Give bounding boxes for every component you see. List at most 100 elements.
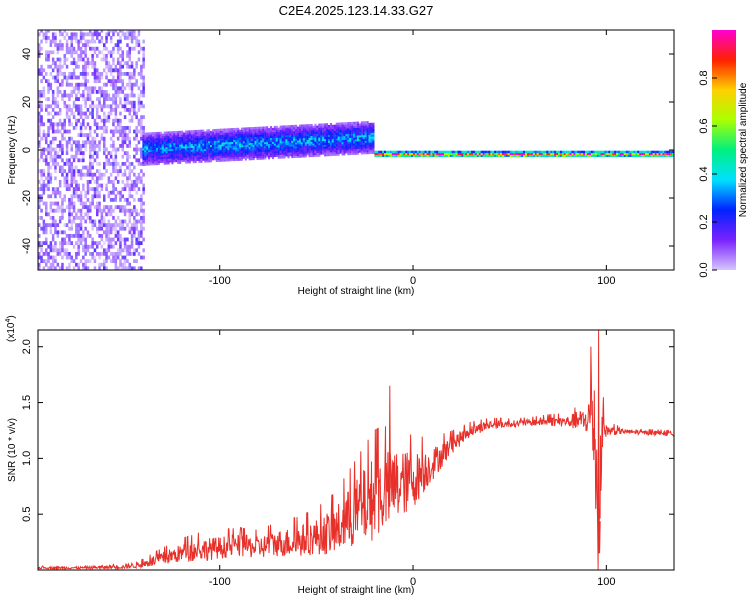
heatmap-cell [254, 146, 257, 149]
heatmap-cell [130, 64, 134, 69]
heatmap-cell [341, 137, 344, 141]
heatmap-cell [142, 151, 145, 155]
heatmap-cell [229, 158, 232, 162]
heatmap-cell [167, 162, 170, 165]
heatmap-cell [248, 156, 251, 159]
heatmap-cell [137, 176, 141, 181]
heatmap-cell [188, 155, 191, 158]
heatmap-cell [103, 162, 106, 166]
heatmap-cell [326, 142, 329, 145]
heatmap-cell [341, 151, 344, 154]
heatmap-cell [223, 140, 226, 143]
heatmap-cell [300, 151, 303, 154]
heatmap-cell [142, 140, 145, 143]
heatmap-cell [469, 154, 472, 157]
heatmap-cell [56, 230, 60, 235]
heatmap-cell [107, 118, 111, 123]
heatmap-cell [221, 132, 224, 135]
heatmap-cell [239, 146, 242, 150]
heatmap-cell [121, 104, 124, 109]
heatmap-cell [61, 133, 64, 137]
heatmap-cell [424, 154, 427, 157]
heatmap-cell [604, 152, 607, 155]
heatmap-cell [84, 226, 87, 231]
heatmap-cell [128, 266, 131, 270]
heatmap-cell [100, 50, 104, 55]
heatmap-cell [552, 150, 555, 154]
heatmap-cell [355, 142, 358, 146]
heatmap-cell [275, 154, 278, 157]
heatmap-cell [49, 144, 53, 148]
heatmap-cell [194, 137, 197, 141]
heatmap-cell [384, 152, 387, 155]
heatmap-cell [56, 64, 60, 69]
heatmap-cell [177, 146, 180, 149]
heatmap-cell [208, 133, 211, 136]
heatmap-cell [159, 151, 162, 154]
heatmap-cell [112, 183, 115, 188]
heatmap-cell [98, 219, 101, 224]
heatmap-cell [114, 115, 118, 119]
heatmap-cell [326, 150, 329, 153]
heatmap-cell [281, 135, 284, 138]
heatmap-cell [91, 115, 94, 119]
heatmap-cell [239, 145, 242, 148]
heatmap-cell [119, 68, 122, 73]
heatmap-cell [229, 130, 232, 133]
heatmap-cell [217, 142, 220, 145]
heatmap-cell [592, 150, 595, 154]
heatmap-cell [326, 134, 329, 138]
heatmap-cell [61, 230, 64, 235]
y-tick-label: 0.5 [21, 507, 33, 522]
heatmap-cell [188, 134, 191, 137]
heatmap-cell [275, 129, 278, 133]
heatmap-cell [177, 132, 180, 136]
heatmap-cell [51, 208, 55, 213]
heatmap-cell [565, 152, 568, 155]
heatmap-cell [594, 150, 597, 154]
heatmap-cell [49, 72, 53, 76]
heatmap-cell [152, 159, 155, 162]
heatmap-cell [54, 79, 57, 83]
heatmap-cell [206, 133, 209, 136]
heatmap-cell [366, 146, 369, 149]
heatmap-cell [109, 151, 113, 155]
heatmap-cell [40, 136, 43, 141]
heatmap-cell [63, 180, 66, 184]
heatmap-cell [192, 155, 195, 158]
heatmap-cell [372, 124, 375, 128]
heatmap-cell [49, 165, 53, 170]
heatmap-cell [165, 162, 168, 165]
heatmap-cell [271, 137, 274, 140]
heatmap-cell [312, 145, 315, 148]
heatmap-cell [75, 194, 78, 199]
heatmap-cell [668, 154, 671, 157]
heatmap-cell [212, 148, 215, 151]
heatmap-cell [297, 130, 300, 133]
heatmap-cell [49, 226, 53, 231]
heatmap-cell [77, 262, 80, 267]
heatmap-cell [244, 146, 247, 149]
heatmap-cell [114, 30, 118, 33]
heatmap-cell [287, 129, 290, 132]
heatmap-cell [304, 137, 307, 141]
heatmap-cell [231, 133, 234, 137]
heatmap-cell [61, 32, 64, 37]
heatmap-cell [49, 118, 53, 123]
heatmap-cell [617, 150, 620, 154]
heatmap-cell [206, 158, 209, 161]
heatmap-cell [142, 129, 145, 134]
heatmap-cell [320, 125, 323, 128]
heatmap-cell [116, 162, 120, 166]
heatmap-cell [329, 134, 332, 137]
heatmap-cell [227, 128, 230, 131]
heatmap-cell [159, 147, 162, 150]
heatmap-cell [411, 154, 414, 157]
heatmap-cell [54, 154, 57, 159]
heatmap-cell [246, 140, 249, 144]
heatmap-cell [221, 149, 224, 153]
heatmap-cell [250, 148, 253, 151]
heatmap-cell [68, 46, 71, 51]
heatmap-cell [116, 39, 120, 44]
heatmap-cell [561, 154, 564, 157]
